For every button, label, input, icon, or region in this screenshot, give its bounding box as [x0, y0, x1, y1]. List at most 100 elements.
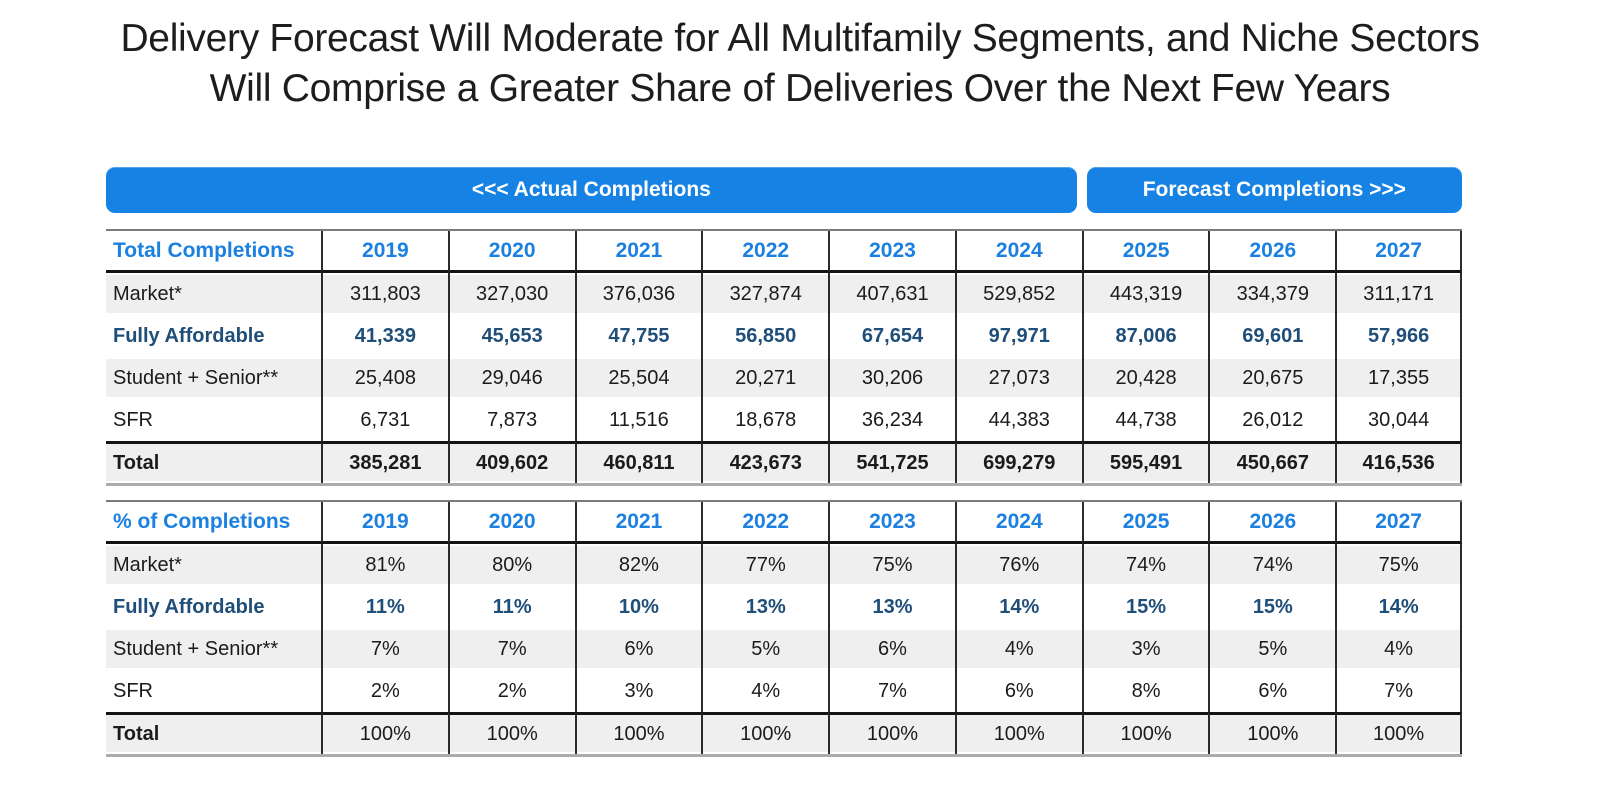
data-cell: 25,504	[574, 357, 702, 399]
data-cell: 67,654	[828, 315, 955, 357]
year-header: 2019	[321, 502, 448, 544]
data-cell: 20,271	[701, 357, 829, 399]
data-cell: 460,811	[574, 441, 702, 483]
data-cell: 409,602	[447, 441, 575, 483]
year-header: 2026	[1208, 231, 1336, 273]
data-cell: 41,339	[321, 315, 448, 357]
year-header: 2025	[1081, 231, 1209, 273]
data-cell: 100%	[321, 712, 448, 754]
year-header: 2022	[701, 231, 829, 273]
data-cell: 376,036	[574, 273, 702, 315]
row-label: SFR	[113, 679, 153, 702]
row-label: Total	[106, 441, 321, 483]
data-cell: 100%	[954, 712, 1082, 754]
data-cell: 100%	[828, 712, 955, 754]
banner-row: <<< Actual Completions Forecast Completi…	[106, 167, 1462, 213]
forecast-completions-banner: Forecast Completions >>>	[1086, 167, 1462, 213]
data-cell: 11%	[321, 586, 448, 628]
data-cell: 45,653	[447, 315, 575, 357]
data-cell: 75%	[1335, 544, 1462, 586]
data-cell: 4%	[701, 670, 828, 712]
data-cell: 311,803	[321, 273, 448, 315]
year-header: 2025	[1081, 502, 1209, 544]
year-header: 2024	[954, 231, 1082, 273]
row-label: Fully Affordable	[113, 324, 265, 347]
data-cell: 6%	[1208, 670, 1335, 712]
data-cell: 11%	[447, 586, 575, 628]
data-cell: 6%	[828, 628, 955, 670]
data-cell: 6%	[954, 670, 1082, 712]
data-cell: 82%	[574, 544, 702, 586]
data-cell: 423,673	[701, 441, 829, 483]
data-cell: 57,966	[1335, 315, 1462, 357]
data-cell: 100%	[574, 712, 702, 754]
data-cell: 74%	[1081, 544, 1209, 586]
data-cell: 2%	[447, 670, 575, 712]
data-cell: 7%	[447, 628, 575, 670]
data-cell: 8%	[1081, 670, 1209, 712]
year-header: 2024	[954, 502, 1082, 544]
data-cell: 30,044	[1335, 399, 1462, 441]
data-cell: 407,631	[828, 273, 955, 315]
data-cell: 27,073	[954, 357, 1082, 399]
data-cell: 7,873	[447, 399, 575, 441]
data-cell: 7%	[321, 628, 448, 670]
data-cell: 44,383	[954, 399, 1082, 441]
data-cell: 100%	[1208, 712, 1336, 754]
actual-completions-banner: <<< Actual Completions	[106, 167, 1077, 213]
data-cell: 17,355	[1335, 357, 1462, 399]
page-title-line-2: Will Comprise a Greater Share of Deliver…	[209, 67, 1391, 110]
year-header: 2021	[574, 231, 702, 273]
row-label: Total	[106, 712, 321, 754]
data-cell: 7%	[1335, 670, 1462, 712]
data-cell: 443,319	[1081, 273, 1209, 315]
data-cell: 3%	[574, 670, 702, 712]
data-cell: 80%	[447, 544, 575, 586]
data-cell: 327,874	[701, 273, 829, 315]
percent-of-completions-table: % of Completions 2019 2020 2021 2022 2023 2024…	[106, 500, 1462, 757]
data-cell: 3%	[1081, 628, 1209, 670]
data-cell: 56,850	[701, 315, 828, 357]
data-cell: 18,678	[701, 399, 828, 441]
data-cell: 81%	[321, 544, 448, 586]
data-cell: 26,012	[1208, 399, 1335, 441]
data-cell: 97,971	[954, 315, 1082, 357]
data-cell: 6%	[574, 628, 702, 670]
data-cell: 7%	[828, 670, 955, 712]
table-title: % of Completions	[106, 502, 321, 544]
data-cell: 5%	[1208, 628, 1336, 670]
data-cell: 4%	[954, 628, 1082, 670]
row-label: SFR	[113, 408, 153, 431]
data-cell: 25,408	[321, 357, 448, 399]
data-cell: 4%	[1335, 628, 1462, 670]
data-cell: 14%	[954, 586, 1082, 628]
data-cell: 541,725	[828, 441, 955, 483]
row-label: Market*	[106, 273, 321, 315]
data-cell: 100%	[447, 712, 575, 754]
year-header: 2027	[1335, 502, 1462, 544]
page-title: Delivery Forecast Will Moderate for All …	[0, 14, 1600, 114]
data-cell: 77%	[701, 544, 829, 586]
data-cell: 11,516	[574, 399, 702, 441]
year-header: 2020	[447, 231, 575, 273]
data-cell: 385,281	[321, 441, 448, 483]
data-cell: 69,601	[1208, 315, 1335, 357]
data-cell: 44,738	[1081, 399, 1209, 441]
data-cell: 14%	[1335, 586, 1462, 628]
data-cell: 15%	[1208, 586, 1335, 628]
year-header: 2026	[1208, 502, 1336, 544]
row-label: Fully Affordable	[113, 595, 265, 618]
data-cell: 13%	[828, 586, 955, 628]
data-cell: 74%	[1208, 544, 1336, 586]
data-cell: 36,234	[828, 399, 955, 441]
year-header: 2023	[828, 231, 955, 273]
data-cell: 2%	[321, 670, 448, 712]
year-header: 2022	[701, 502, 829, 544]
data-cell: 30,206	[828, 357, 955, 399]
page-title-line-1: Delivery Forecast Will Moderate for All …	[120, 17, 1480, 60]
total-completions-table: Total Completions 2019 2020 2021 2022 2023 202…	[106, 229, 1462, 486]
year-header: 2019	[321, 231, 448, 273]
data-cell: 529,852	[954, 273, 1082, 315]
data-cell: 100%	[701, 712, 829, 754]
data-cell: 699,279	[954, 441, 1082, 483]
